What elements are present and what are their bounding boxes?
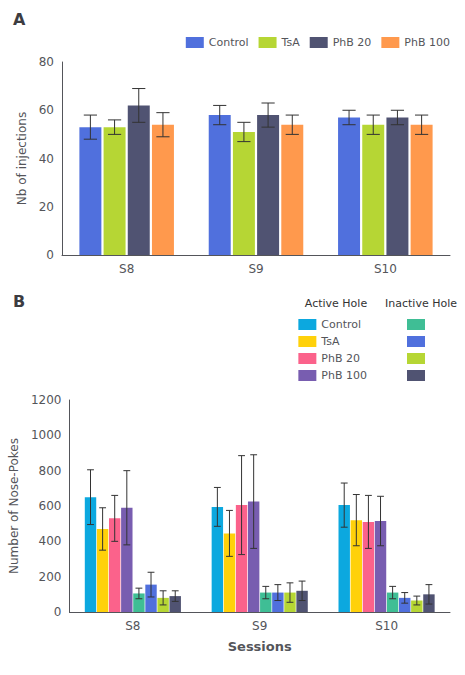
- svg-text:0: 0: [54, 605, 62, 619]
- svg-text:800: 800: [39, 464, 62, 478]
- svg-text:20: 20: [39, 200, 54, 214]
- svg-text:1000: 1000: [31, 428, 62, 442]
- svg-text:0: 0: [46, 248, 54, 262]
- svg-text:60: 60: [39, 103, 54, 117]
- svg-text:Control: Control: [321, 318, 361, 331]
- svg-text:PhB 20: PhB 20: [333, 36, 372, 49]
- svg-text:PhB 100: PhB 100: [404, 36, 450, 49]
- svg-text:S10: S10: [375, 619, 398, 633]
- svg-text:TsA: TsA: [281, 36, 301, 49]
- svg-text:Active Hole: Active Hole: [305, 297, 368, 310]
- svg-text:S8: S8: [119, 262, 134, 276]
- svg-text:Control: Control: [209, 36, 249, 49]
- svg-text:B: B: [13, 292, 25, 311]
- svg-text:1200: 1200: [31, 393, 62, 407]
- svg-text:Inactive Hole: Inactive Hole: [385, 297, 457, 310]
- svg-text:Nb of injections: Nb of injections: [15, 112, 29, 205]
- svg-text:S9: S9: [252, 619, 267, 633]
- svg-text:40: 40: [39, 152, 54, 166]
- svg-text:TsA: TsA: [320, 335, 340, 348]
- svg-text:Sessions: Sessions: [228, 639, 292, 654]
- svg-text:S8: S8: [125, 619, 140, 633]
- svg-text:PhB 100: PhB 100: [321, 369, 367, 382]
- svg-text:S9: S9: [248, 262, 263, 276]
- svg-text:80: 80: [39, 55, 54, 69]
- svg-text:S10: S10: [374, 262, 397, 276]
- svg-text:400: 400: [39, 534, 62, 548]
- svg-text:200: 200: [39, 570, 62, 584]
- svg-text:PhB 20: PhB 20: [321, 352, 360, 365]
- svg-text:A: A: [13, 10, 26, 29]
- svg-text:600: 600: [39, 499, 62, 513]
- svg-text:Number of Nose-Pokes: Number of Nose-Pokes: [7, 438, 21, 574]
